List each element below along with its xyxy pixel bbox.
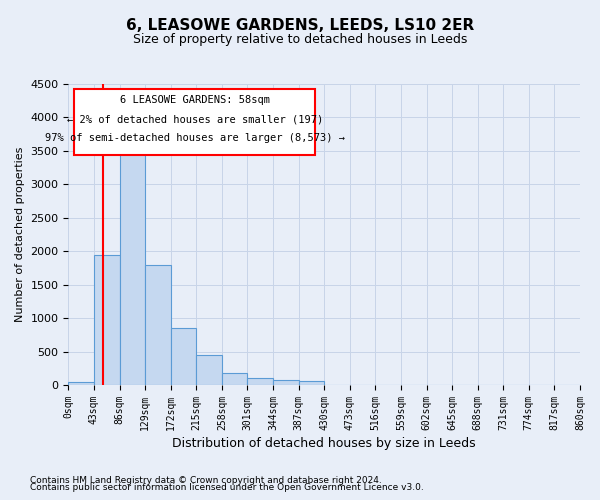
Bar bbox=[299, 381, 324, 385]
X-axis label: Distribution of detached houses by size in Leeds: Distribution of detached houses by size … bbox=[172, 437, 476, 450]
Text: Contains HM Land Registry data © Crown copyright and database right 2024.: Contains HM Land Registry data © Crown c… bbox=[30, 476, 382, 485]
Text: 6 LEASOWE GARDENS: 58sqm: 6 LEASOWE GARDENS: 58sqm bbox=[119, 96, 269, 106]
Text: ← 2% of detached houses are smaller (197): ← 2% of detached houses are smaller (197… bbox=[67, 114, 323, 124]
Bar bbox=[247, 378, 273, 385]
Bar bbox=[196, 355, 222, 385]
Bar bbox=[171, 328, 196, 385]
Text: 6, LEASOWE GARDENS, LEEDS, LS10 2ER: 6, LEASOWE GARDENS, LEEDS, LS10 2ER bbox=[126, 18, 474, 32]
Text: 97% of semi-detached houses are larger (8,573) →: 97% of semi-detached houses are larger (… bbox=[44, 133, 344, 143]
Bar bbox=[273, 380, 299, 385]
Text: Size of property relative to detached houses in Leeds: Size of property relative to detached ho… bbox=[133, 32, 467, 46]
Text: Contains public sector information licensed under the Open Government Licence v3: Contains public sector information licen… bbox=[30, 484, 424, 492]
Bar bbox=[119, 151, 145, 385]
Bar bbox=[68, 382, 94, 385]
Bar bbox=[222, 374, 247, 385]
Bar bbox=[145, 264, 171, 385]
Bar bbox=[94, 254, 119, 385]
Y-axis label: Number of detached properties: Number of detached properties bbox=[15, 147, 25, 322]
